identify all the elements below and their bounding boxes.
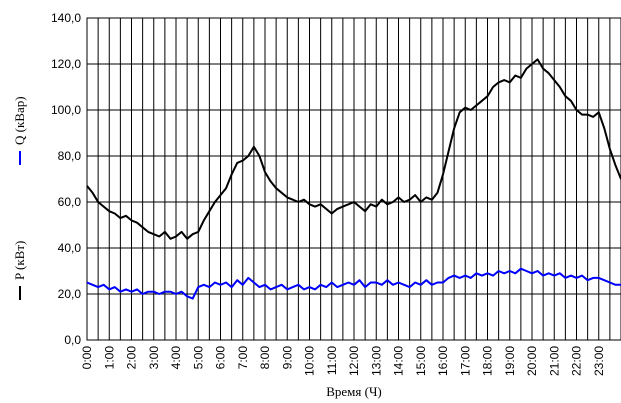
y-tick-label: 0,0	[64, 333, 81, 347]
y-tick-label: 60,0	[58, 195, 82, 209]
y-tick-label: 80,0	[58, 149, 82, 163]
x-tick-label: 2:00	[125, 346, 139, 370]
x-tick-label: 13:00	[369, 346, 383, 376]
x-axis-title: Время (Ч)	[326, 384, 382, 399]
x-tick-label: 6:00	[214, 346, 228, 370]
legend: P (кВт) Q (кВар)	[12, 96, 27, 300]
y-tick-label: 120,0	[51, 57, 81, 71]
x-tick-label: 8:00	[258, 346, 272, 370]
x-tick-label: 9:00	[280, 346, 294, 370]
x-tick-label: 10:00	[303, 346, 317, 376]
x-tick-label: 4:00	[169, 346, 183, 370]
x-tick-label: 16:00	[436, 346, 450, 376]
x-tick-label: 15:00	[414, 346, 428, 376]
x-tick-label: 19:00	[503, 346, 517, 376]
y-tick-label: 40,0	[58, 241, 82, 255]
x-tick-label: 17:00	[458, 346, 472, 376]
x-tick-label: 21:00	[547, 346, 561, 376]
x-tick-label: 22:00	[570, 346, 584, 376]
x-tick-label: 23:00	[592, 346, 606, 376]
series-line	[86, 58, 621, 240]
x-tick-label: 5:00	[191, 346, 205, 370]
x-tick-label: 18:00	[481, 346, 495, 376]
x-tick-label: 12:00	[347, 346, 361, 376]
series-line	[86, 267, 621, 300]
x-tick-label: 3:00	[147, 346, 161, 370]
y-tick-label: 140,0	[51, 11, 81, 25]
x-tick-label: 20:00	[525, 346, 539, 376]
legend-label: Q (кВар)	[12, 96, 27, 145]
x-tick-label: 7:00	[236, 346, 250, 370]
x-tick-label: 1:00	[102, 346, 116, 370]
y-tick-label: 100,0	[51, 103, 81, 117]
x-tick-label: 14:00	[392, 346, 406, 376]
y-tick-label: 20,0	[58, 287, 82, 301]
x-tick-label: 0:00	[80, 346, 94, 370]
x-tick-label: 11:00	[325, 346, 339, 375]
legend-label: P (кВт)	[12, 241, 27, 280]
